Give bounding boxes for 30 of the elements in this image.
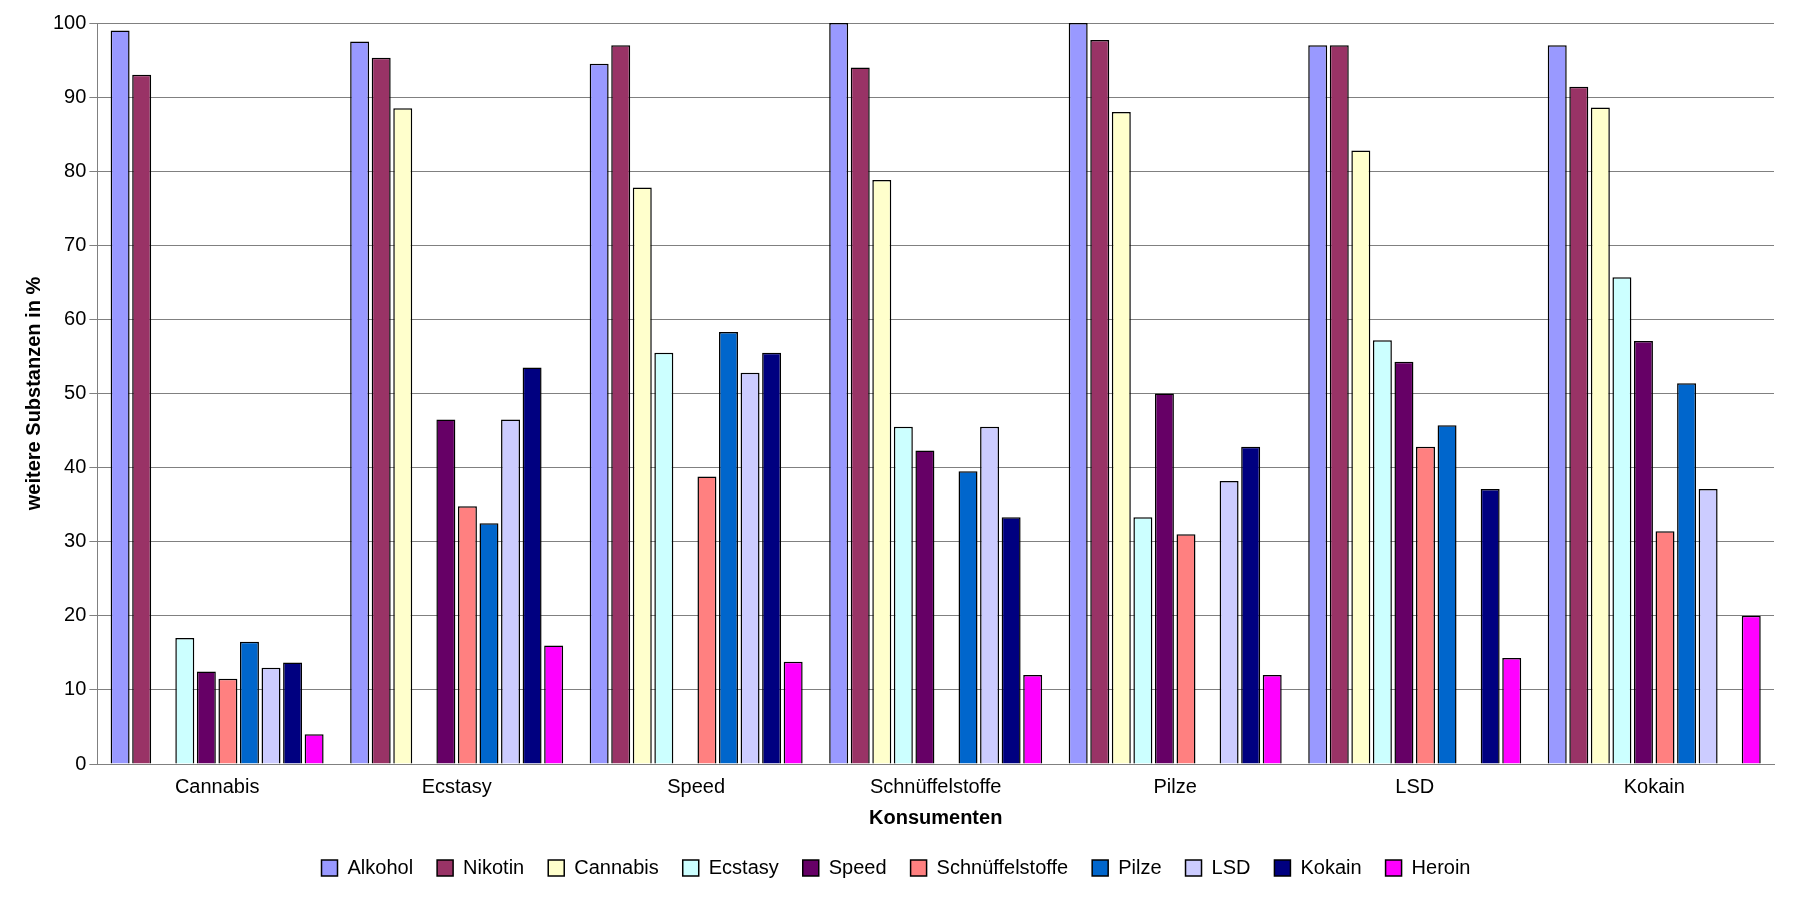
- y-tick-label: 0: [75, 751, 87, 774]
- legend-label: Schnüffelstoffe: [936, 855, 1069, 878]
- legend-label: Cannabis: [574, 855, 659, 878]
- legend-label: Kokain: [1300, 855, 1362, 878]
- x-tick-label: Kokain: [1623, 774, 1685, 797]
- x-tick-label: Pilze: [1153, 774, 1197, 797]
- y-tick-label: 30: [64, 529, 87, 552]
- x-tick-label: LSD: [1395, 774, 1435, 797]
- legend-label: Heroin: [1411, 855, 1471, 878]
- y-tick-label: 60: [64, 306, 87, 329]
- legend-label: Alkohol: [347, 855, 414, 878]
- legend-label: Ecstasy: [708, 855, 779, 878]
- x-tick-label: Schnüffelstoffe: [869, 774, 1002, 797]
- y-axis-title: weitere Substanzen in %: [21, 276, 44, 512]
- legend-label: Nikotin: [463, 855, 525, 878]
- legend-label: Speed: [828, 855, 887, 878]
- x-tick-label: Cannabis: [174, 774, 260, 797]
- legend-label: LSD: [1211, 855, 1251, 878]
- x-tick-label: Ecstasy: [421, 774, 492, 797]
- y-tick-label: 100: [52, 10, 87, 33]
- y-tick-label: 20: [64, 603, 87, 626]
- y-tick-label: 50: [64, 381, 87, 404]
- y-tick-label: 70: [64, 232, 87, 255]
- x-axis-title: Konsumenten: [869, 805, 1003, 828]
- x-tick-label: Speed: [667, 774, 726, 797]
- y-tick-label: 80: [64, 158, 87, 181]
- y-tick-label: 40: [64, 455, 87, 478]
- legend-label: Pilze: [1118, 855, 1162, 878]
- y-tick-label: 10: [64, 677, 87, 700]
- y-tick-label: 90: [64, 84, 87, 107]
